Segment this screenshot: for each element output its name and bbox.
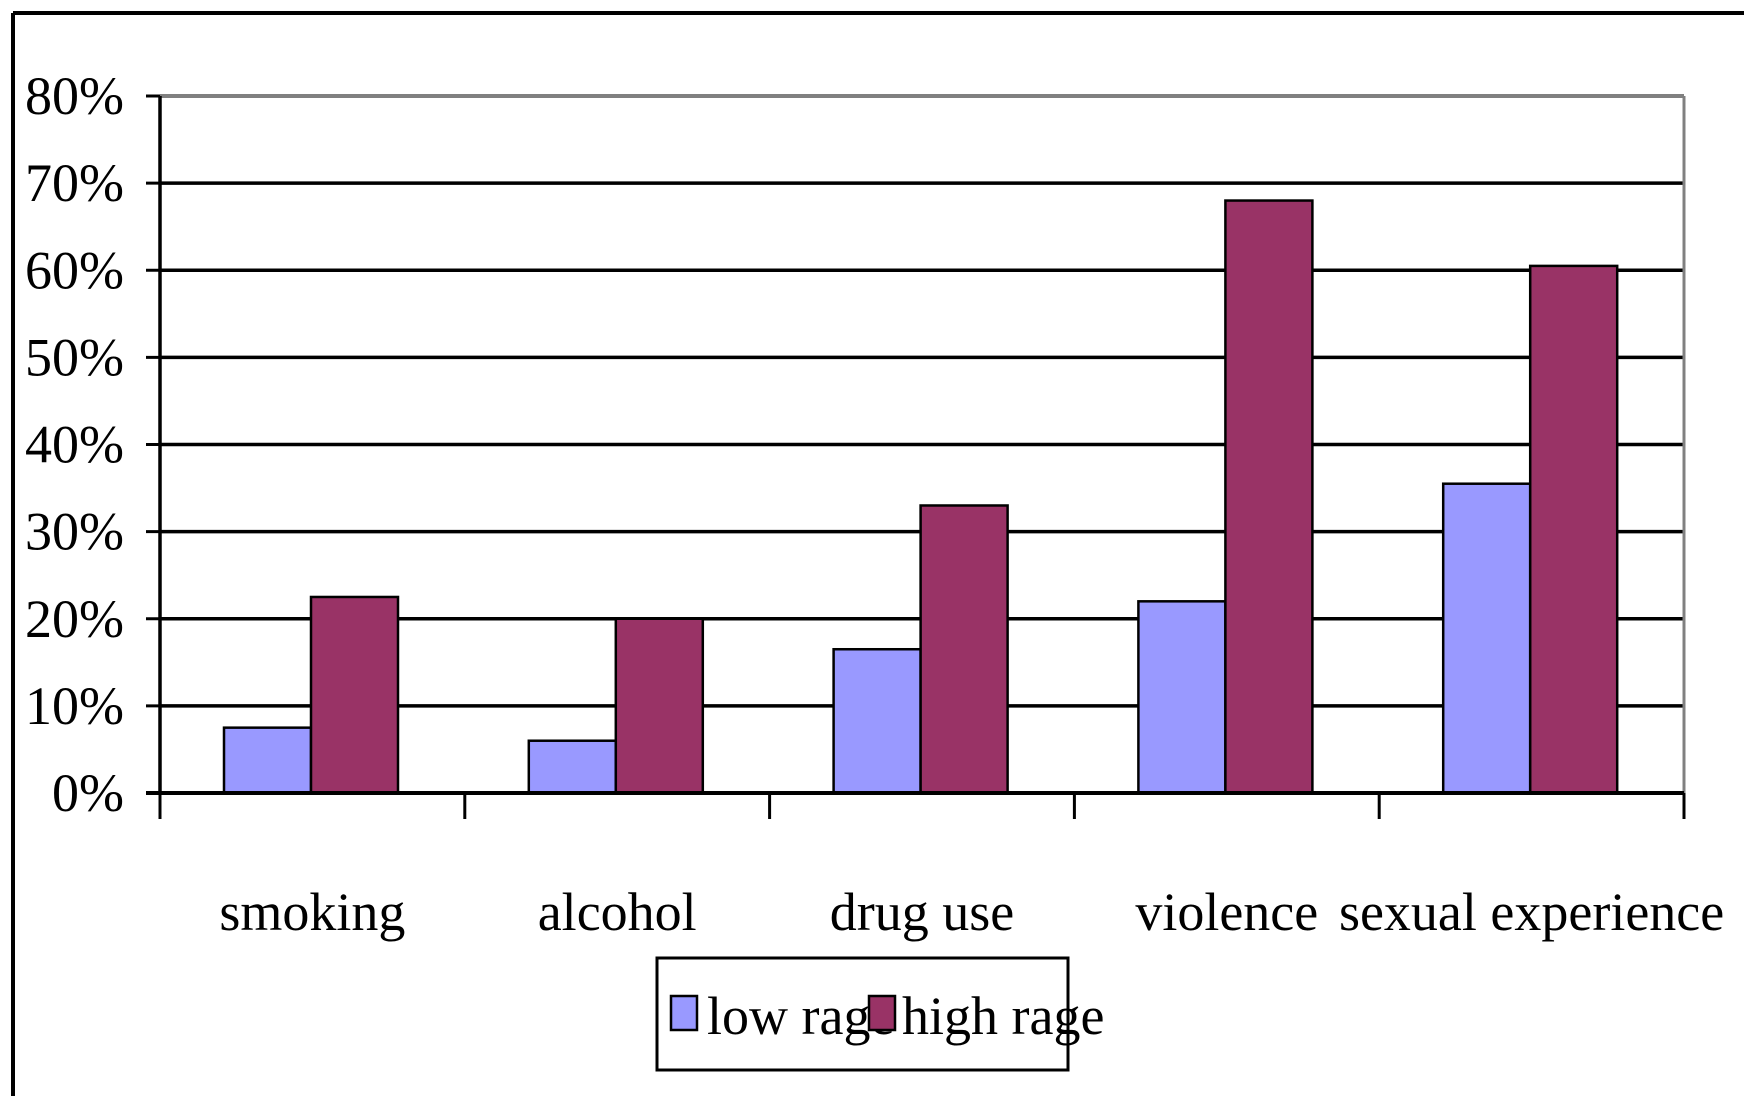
y-tick-label: 50% xyxy=(25,327,124,387)
legend-box xyxy=(655,956,1070,1072)
bars xyxy=(222,199,1619,795)
y-tick-label: 20% xyxy=(25,589,124,649)
category-label: smoking xyxy=(219,882,405,942)
y-tick-label: 30% xyxy=(25,502,124,562)
legend-label: high rage xyxy=(902,986,1104,1046)
bar-low-rage-sexual-experience xyxy=(1441,482,1532,795)
bar-low-rage-smoking xyxy=(222,726,313,795)
legend-swatch-high-rage xyxy=(867,994,897,1032)
figure-frame xyxy=(11,11,1744,1096)
bar-low-rage-drug-use xyxy=(832,647,922,795)
bar-low-rage-violence xyxy=(1137,600,1227,795)
bar-low-rage-alcohol xyxy=(527,739,618,795)
category-label: sexual experience xyxy=(1339,882,1724,942)
bar-high-rage-drug-use xyxy=(919,504,1009,795)
legend: low rage high rage xyxy=(655,956,1104,1072)
category-label: drug use xyxy=(830,882,1014,942)
y-tick-label: 80% xyxy=(25,66,124,126)
y-tick-label: 70% xyxy=(25,153,124,213)
y-tick-labels: 0% 10% 20% 30% 40% 50% 60% 70% 80% xyxy=(25,66,124,823)
axes xyxy=(146,94,1686,819)
bar-high-rage-violence xyxy=(1224,199,1314,795)
bar-high-rage-alcohol xyxy=(614,617,705,795)
bar-high-rage-sexual-experience xyxy=(1528,264,1619,795)
category-label: violence xyxy=(1135,882,1318,942)
bar-high-rage-smoking xyxy=(309,595,400,795)
y-tick-label: 40% xyxy=(25,415,124,475)
category-labels: smoking alcohol drug use violence sexual exp… xyxy=(219,882,1724,942)
legend-swatch-low-rage xyxy=(669,994,699,1032)
category-label: alcohol xyxy=(538,882,697,942)
y-tick-label: 10% xyxy=(25,676,124,736)
y-tick-label: 0% xyxy=(52,763,124,823)
y-tick-label: 60% xyxy=(25,240,124,300)
legend-label: low rage xyxy=(707,986,894,1046)
